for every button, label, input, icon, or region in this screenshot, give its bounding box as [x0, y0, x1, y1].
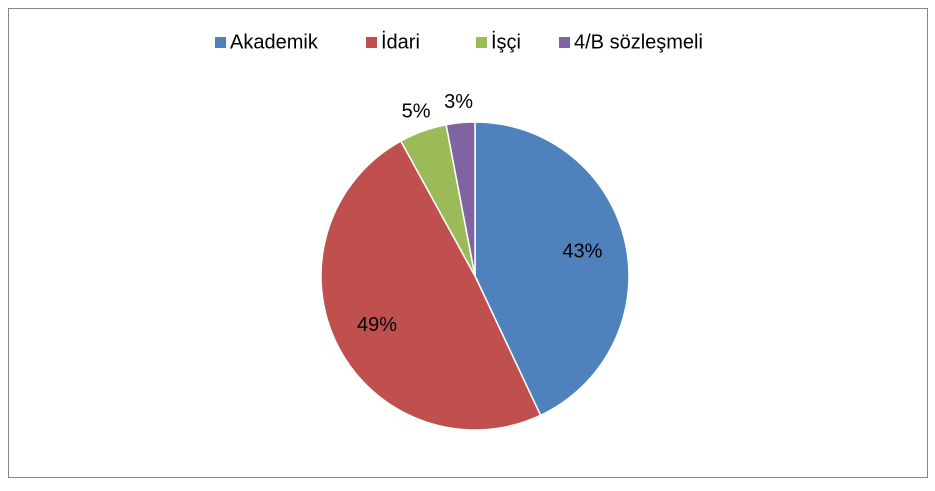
- legend-swatch: [366, 37, 377, 48]
- data-label: 3%: [444, 91, 473, 113]
- legend-label: 4/B sözleşmeli: [574, 31, 703, 53]
- pie-slice: [474, 121, 630, 417]
- legend-swatch: [215, 37, 226, 48]
- legend-swatch: [559, 37, 570, 48]
- legend-label: İşçi: [491, 30, 521, 53]
- data-label: 49%: [357, 314, 397, 336]
- pie-slice: [445, 121, 476, 277]
- data-label: 5%: [402, 101, 431, 123]
- legend-swatch: [476, 37, 487, 48]
- pie-slice: [320, 140, 542, 431]
- legend-label: İdari: [381, 30, 420, 53]
- data-label: 43%: [562, 240, 602, 262]
- legend-label: Akademik: [230, 31, 319, 53]
